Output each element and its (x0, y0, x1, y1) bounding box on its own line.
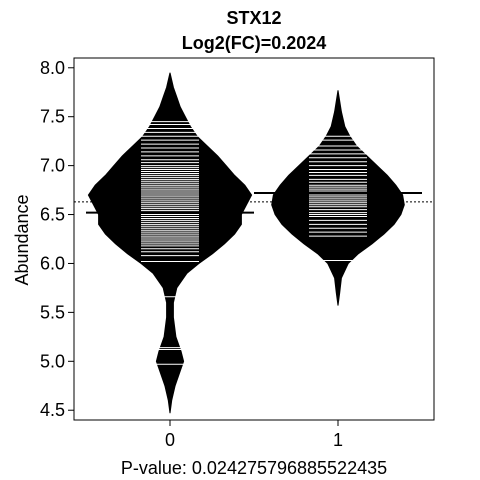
x-tick-label-1: 1 (333, 430, 343, 450)
x-tick-label-0: 0 (165, 430, 175, 450)
y-tick-label-7: 8.0 (40, 58, 65, 78)
chart-title: STX12 (226, 8, 281, 28)
y-tick-label-5: 7.0 (40, 156, 65, 176)
bean-group-0 (86, 72, 254, 414)
axes: 4.5 5.0 5.5 6.0 6.5 7.0 7.5 8.0 0 1 (40, 58, 343, 450)
bean-density-0 (87, 72, 253, 414)
y-tick-label-2: 5.5 (40, 302, 65, 322)
bean-density-1 (271, 90, 405, 306)
y-tick-label-3: 6.0 (40, 253, 65, 273)
y-tick-label-1: 5.0 (40, 351, 65, 371)
y-tick-label-0: 4.5 (40, 400, 65, 420)
x-axis-title: P-value: 0.024275796885522435 (121, 458, 387, 478)
y-tick-label-4: 6.5 (40, 205, 65, 225)
bean-group-1 (254, 90, 422, 306)
chart-subtitle: Log2(FC)=0.2024 (182, 33, 327, 53)
y-tick-label-6: 7.5 (40, 107, 65, 127)
y-axis-title: Abundance (12, 194, 32, 285)
plot-frame (73, 57, 435, 421)
plot-area (74, 72, 434, 414)
